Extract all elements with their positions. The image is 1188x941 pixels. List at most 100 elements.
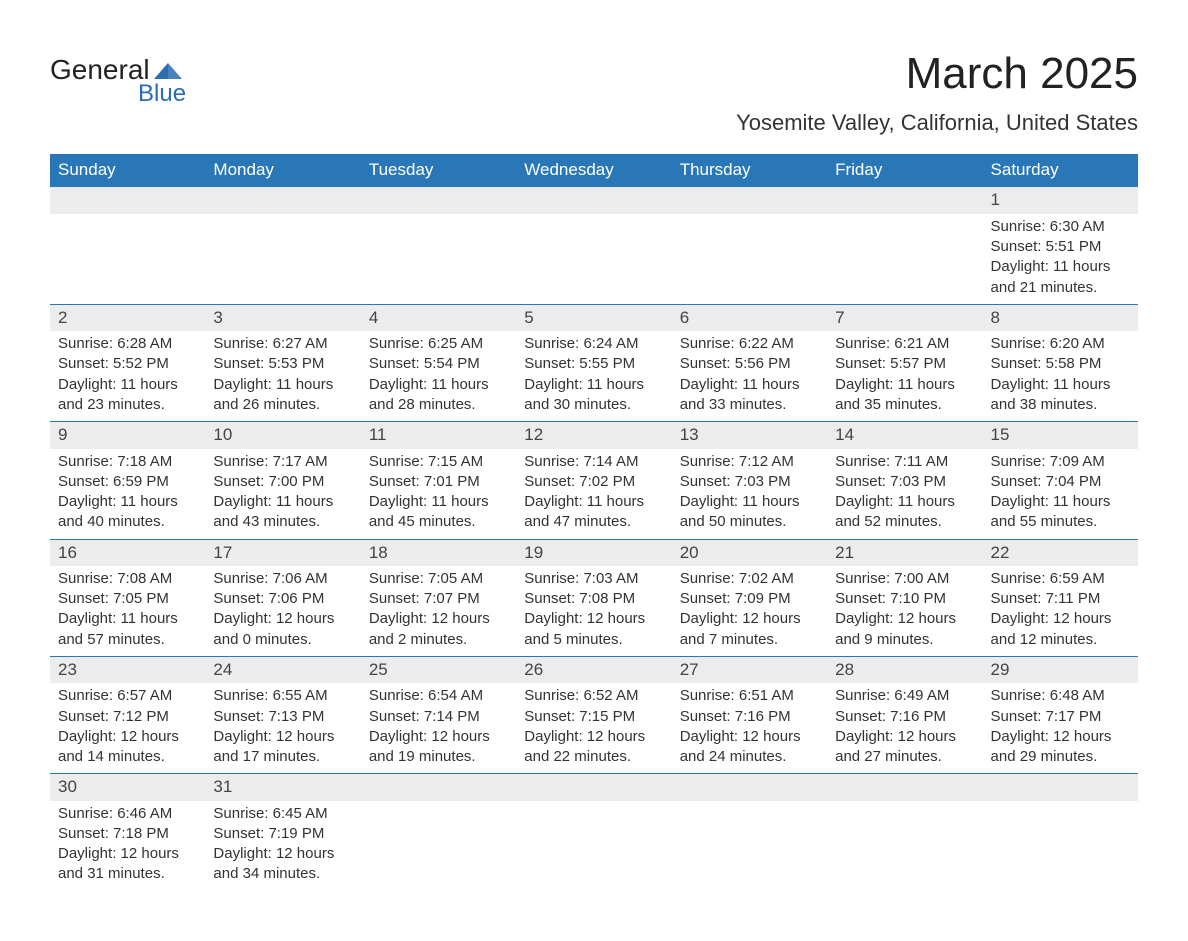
calendar-week-row: 2Sunrise: 6:28 AMSunset: 5:52 PMDaylight… [50, 304, 1138, 421]
sunset-line: Sunset: 7:11 PM [991, 589, 1130, 609]
weekday-header: Friday [827, 154, 982, 187]
day-details: Sunrise: 6:46 AMSunset: 7:18 PMDaylight:… [50, 801, 205, 891]
day-details: Sunrise: 7:18 AMSunset: 6:59 PMDaylight:… [50, 449, 205, 539]
sunset-line: Sunset: 7:10 PM [835, 589, 974, 609]
daylight-line-1: Daylight: 11 hours [58, 609, 197, 629]
daylight-line-1: Daylight: 12 hours [58, 727, 197, 747]
daylight-line-1: Daylight: 11 hours [369, 492, 508, 512]
calendar-table: Sunday Monday Tuesday Wednesday Thursday… [50, 154, 1138, 890]
daylight-line-1: Daylight: 12 hours [835, 727, 974, 747]
calendar-cell: 19Sunrise: 7:03 AMSunset: 7:08 PMDayligh… [516, 539, 671, 656]
day-details: Sunrise: 6:52 AMSunset: 7:15 PMDaylight:… [516, 683, 671, 773]
day-number-empty [827, 774, 982, 800]
calendar-cell [983, 774, 1138, 891]
sunset-line: Sunset: 5:57 PM [835, 354, 974, 374]
daylight-line-2: and 14 minutes. [58, 747, 197, 767]
calendar-cell: 29Sunrise: 6:48 AMSunset: 7:17 PMDayligh… [983, 656, 1138, 773]
daylight-line-2: and 35 minutes. [835, 395, 974, 415]
day-number-empty [672, 774, 827, 800]
daylight-line-1: Daylight: 11 hours [58, 492, 197, 512]
sunset-line: Sunset: 7:04 PM [991, 472, 1130, 492]
day-number: 3 [205, 305, 360, 331]
calendar-cell [672, 187, 827, 304]
calendar-cell: 17Sunrise: 7:06 AMSunset: 7:06 PMDayligh… [205, 539, 360, 656]
daylight-line-2: and 52 minutes. [835, 512, 974, 532]
day-number-empty [50, 187, 205, 213]
calendar-cell: 30Sunrise: 6:46 AMSunset: 7:18 PMDayligh… [50, 774, 205, 891]
daylight-line-1: Daylight: 12 hours [835, 609, 974, 629]
day-number: 28 [827, 657, 982, 683]
sunset-line: Sunset: 7:12 PM [58, 707, 197, 727]
weekday-header: Thursday [672, 154, 827, 187]
daylight-line-2: and 22 minutes. [524, 747, 663, 767]
daylight-line-2: and 28 minutes. [369, 395, 508, 415]
day-details: Sunrise: 7:05 AMSunset: 7:07 PMDaylight:… [361, 566, 516, 656]
daylight-line-1: Daylight: 11 hours [213, 375, 352, 395]
daylight-line-2: and 55 minutes. [991, 512, 1130, 532]
calendar-cell: 27Sunrise: 6:51 AMSunset: 7:16 PMDayligh… [672, 656, 827, 773]
daylight-line-2: and 26 minutes. [213, 395, 352, 415]
sunrise-line: Sunrise: 6:51 AM [680, 686, 819, 706]
daylight-line-2: and 0 minutes. [213, 630, 352, 650]
day-details: Sunrise: 7:09 AMSunset: 7:04 PMDaylight:… [983, 449, 1138, 539]
weekday-header: Saturday [983, 154, 1138, 187]
sunrise-line: Sunrise: 7:08 AM [58, 569, 197, 589]
sunrise-line: Sunrise: 7:09 AM [991, 452, 1130, 472]
day-number-empty [983, 774, 1138, 800]
daylight-line-1: Daylight: 12 hours [680, 609, 819, 629]
daylight-line-2: and 23 minutes. [58, 395, 197, 415]
daylight-line-1: Daylight: 12 hours [213, 727, 352, 747]
calendar-cell: 22Sunrise: 6:59 AMSunset: 7:11 PMDayligh… [983, 539, 1138, 656]
day-details: Sunrise: 6:45 AMSunset: 7:19 PMDaylight:… [205, 801, 360, 891]
sunrise-line: Sunrise: 7:14 AM [524, 452, 663, 472]
calendar-cell: 20Sunrise: 7:02 AMSunset: 7:09 PMDayligh… [672, 539, 827, 656]
calendar-cell [516, 774, 671, 891]
daylight-line-1: Daylight: 11 hours [524, 375, 663, 395]
daylight-line-2: and 33 minutes. [680, 395, 819, 415]
daylight-line-2: and 43 minutes. [213, 512, 352, 532]
day-details: Sunrise: 6:49 AMSunset: 7:16 PMDaylight:… [827, 683, 982, 773]
sunrise-line: Sunrise: 6:48 AM [991, 686, 1130, 706]
calendar-cell: 7Sunrise: 6:21 AMSunset: 5:57 PMDaylight… [827, 304, 982, 421]
sunrise-line: Sunrise: 7:15 AM [369, 452, 508, 472]
day-details: Sunrise: 6:27 AMSunset: 5:53 PMDaylight:… [205, 331, 360, 421]
day-number: 22 [983, 540, 1138, 566]
day-details: Sunrise: 7:14 AMSunset: 7:02 PMDaylight:… [516, 449, 671, 539]
daylight-line-2: and 24 minutes. [680, 747, 819, 767]
day-number: 10 [205, 422, 360, 448]
sunset-line: Sunset: 5:54 PM [369, 354, 508, 374]
day-number: 20 [672, 540, 827, 566]
calendar-cell [516, 187, 671, 304]
sunset-line: Sunset: 5:51 PM [991, 237, 1130, 257]
daylight-line-1: Daylight: 12 hours [991, 727, 1130, 747]
sunset-line: Sunset: 5:53 PM [213, 354, 352, 374]
daylight-line-2: and 2 minutes. [369, 630, 508, 650]
daylight-line-2: and 27 minutes. [835, 747, 974, 767]
calendar-cell [361, 187, 516, 304]
sunrise-line: Sunrise: 6:20 AM [991, 334, 1130, 354]
daylight-line-2: and 17 minutes. [213, 747, 352, 767]
sunrise-line: Sunrise: 6:22 AM [680, 334, 819, 354]
weekday-header: Sunday [50, 154, 205, 187]
day-number: 6 [672, 305, 827, 331]
day-details: Sunrise: 7:03 AMSunset: 7:08 PMDaylight:… [516, 566, 671, 656]
weekday-header: Wednesday [516, 154, 671, 187]
sunset-line: Sunset: 5:55 PM [524, 354, 663, 374]
daylight-line-1: Daylight: 12 hours [524, 727, 663, 747]
sunrise-line: Sunrise: 7:02 AM [680, 569, 819, 589]
calendar-cell: 12Sunrise: 7:14 AMSunset: 7:02 PMDayligh… [516, 422, 671, 539]
daylight-line-2: and 9 minutes. [835, 630, 974, 650]
daylight-line-2: and 45 minutes. [369, 512, 508, 532]
day-details: Sunrise: 6:24 AMSunset: 5:55 PMDaylight:… [516, 331, 671, 421]
sunrise-line: Sunrise: 6:54 AM [369, 686, 508, 706]
sunrise-line: Sunrise: 6:21 AM [835, 334, 974, 354]
calendar-cell: 5Sunrise: 6:24 AMSunset: 5:55 PMDaylight… [516, 304, 671, 421]
day-number: 5 [516, 305, 671, 331]
calendar-cell [50, 187, 205, 304]
sunrise-line: Sunrise: 6:25 AM [369, 334, 508, 354]
calendar-cell: 11Sunrise: 7:15 AMSunset: 7:01 PMDayligh… [361, 422, 516, 539]
day-details: Sunrise: 7:02 AMSunset: 7:09 PMDaylight:… [672, 566, 827, 656]
day-number: 18 [361, 540, 516, 566]
sunset-line: Sunset: 7:07 PM [369, 589, 508, 609]
day-number: 7 [827, 305, 982, 331]
